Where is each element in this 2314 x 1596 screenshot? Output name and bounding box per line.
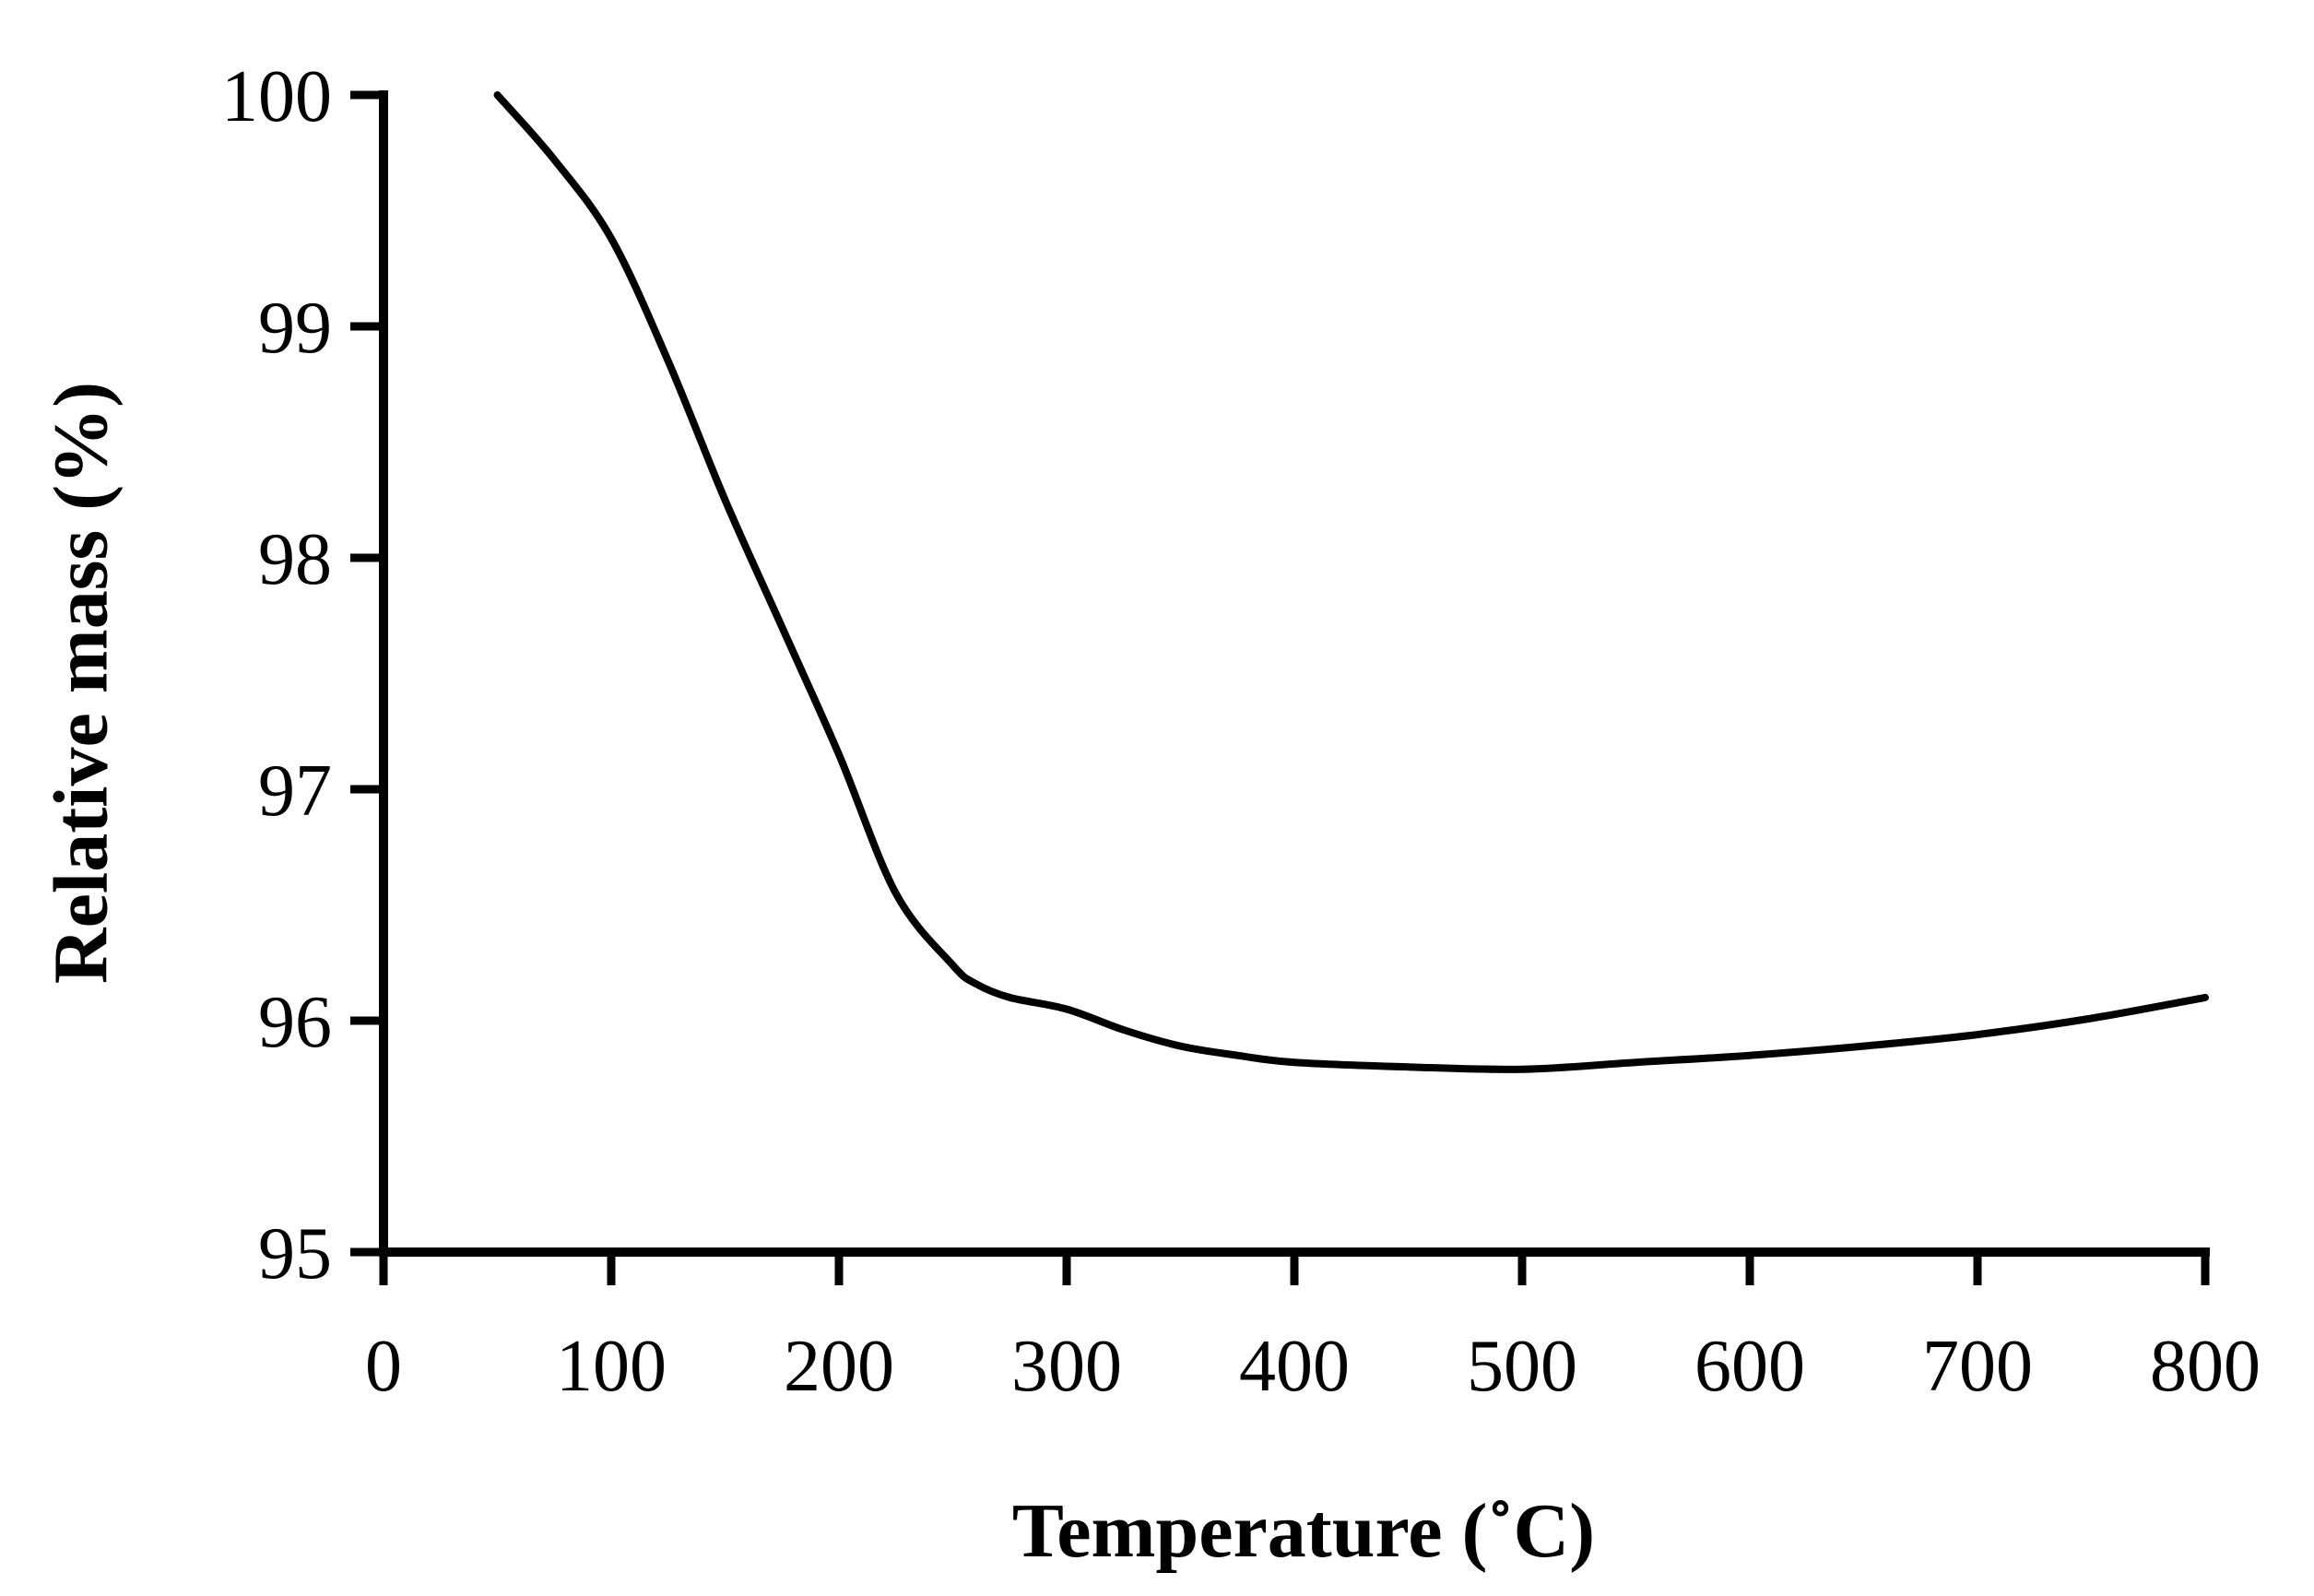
x-tick-label: 100 bbox=[556, 1326, 667, 1407]
x-tick-label: 600 bbox=[1694, 1326, 1805, 1407]
x-tick-label: 400 bbox=[1239, 1326, 1350, 1407]
x-tick-label: 200 bbox=[784, 1326, 894, 1407]
x-axis-ticks: 0 100 200 300 400 500 600 700 800 bbox=[365, 1252, 2261, 1407]
x-tick-label: 500 bbox=[1467, 1326, 1577, 1407]
x-tick-label: 0 bbox=[365, 1326, 402, 1407]
y-axis-title: Relative mass (%) bbox=[38, 382, 124, 984]
x-axis-title: Temperature (˚C) bbox=[1012, 1488, 1595, 1574]
series-line-tga-curve bbox=[493, 91, 2209, 1073]
y-tick-label: 98 bbox=[258, 519, 332, 600]
x-tick-label: 300 bbox=[1011, 1326, 1122, 1407]
x-tick-label: 800 bbox=[2150, 1326, 2261, 1407]
x-tick-label: 700 bbox=[1922, 1326, 2033, 1407]
y-tick-label: 95 bbox=[258, 1213, 332, 1295]
y-tick-label: 96 bbox=[258, 982, 332, 1063]
y-tick-label: 99 bbox=[258, 288, 332, 369]
y-tick-label: 100 bbox=[221, 56, 332, 137]
y-axis-ticks: 95 96 97 98 99 100 bbox=[221, 56, 384, 1295]
y-tick-label: 97 bbox=[258, 751, 332, 832]
